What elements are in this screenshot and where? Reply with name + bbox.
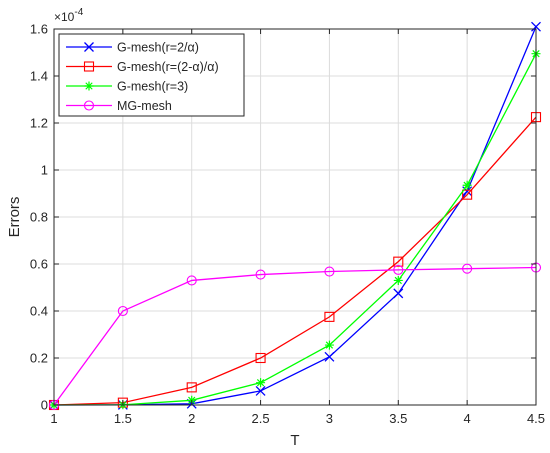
data-point-square <box>393 256 404 267</box>
data-point-circle <box>83 100 95 111</box>
data-point-star <box>84 81 94 91</box>
series-line <box>53 266 537 406</box>
data-point-x <box>393 288 404 299</box>
tick-labels: 1 1.5 2 2.5 3 3.5 4 4.5 0 0.2 0.4 0.6 0.8 1 1.2 1.4 1.6 <box>30 22 545 427</box>
y-tick-label: 0.8 <box>30 210 48 225</box>
x-tick-label: 1 <box>50 411 57 426</box>
data-point-square <box>83 61 95 72</box>
legend-entry: MG-mesh <box>66 99 172 113</box>
data-point-circle <box>255 269 266 280</box>
data-point-circle <box>462 263 473 274</box>
x-tick-label: 4.5 <box>527 411 545 426</box>
series-4 <box>48 262 542 411</box>
data-point-x <box>84 42 94 52</box>
data-point-circle <box>324 266 335 277</box>
ticks <box>53 28 537 406</box>
data-point-star <box>393 275 403 285</box>
y-tick-label: 1.4 <box>30 69 48 84</box>
legend-entry: G-mesh(r=(2-α)/α) <box>66 60 219 74</box>
y-tick-label: 0.6 <box>30 257 48 272</box>
x-tick-label: 3 <box>326 411 333 426</box>
legend-entry: G-mesh(r=2/α) <box>66 41 199 55</box>
x-axis-label: T <box>290 432 299 449</box>
data-point-square <box>324 311 335 322</box>
y-tick-label: 0.2 <box>30 351 48 366</box>
legend-label: G-mesh(r=(2-α)/α) <box>117 60 219 74</box>
legend-label: G-mesh(r=3) <box>117 80 188 94</box>
x-tick-label: 4 <box>464 411 471 426</box>
y-exponent-label: ×10-4 <box>54 7 84 24</box>
data-point-circle <box>186 275 197 286</box>
y-tick-label: 1.2 <box>30 116 48 131</box>
legend-label: MG-mesh <box>117 99 172 113</box>
y-tick-label: 1 <box>41 163 48 178</box>
x-tick-label: 3.5 <box>389 411 407 426</box>
y-tick-label: 1.6 <box>30 22 48 37</box>
data-point-circle <box>393 264 404 275</box>
data-point-circle <box>117 305 128 317</box>
data-point-square <box>462 189 473 200</box>
legend-entry: G-mesh(r=3) <box>66 80 188 94</box>
grid <box>54 29 536 405</box>
data-point-star <box>462 180 472 190</box>
data-point-x <box>324 351 335 362</box>
series-line <box>53 116 537 406</box>
x-tick-label: 1.5 <box>114 411 132 426</box>
x-tick-label: 2.5 <box>252 411 270 426</box>
legend-label: G-mesh(r=2/α) <box>117 41 199 55</box>
y-tick-label: 0.4 <box>30 304 48 319</box>
data-point-x <box>255 385 266 396</box>
series-line <box>53 53 537 406</box>
data-point-star <box>256 378 266 388</box>
legend: G-mesh(r=2/α) G-mesh(r=(2-α)/α) G-mesh(r=3… <box>58 33 245 117</box>
x-tick-label: 2 <box>188 411 195 426</box>
y-tick-label: 0 <box>41 398 48 413</box>
data-point-square <box>255 352 266 364</box>
data-point-square <box>186 382 197 393</box>
y-exponent-power: -4 <box>74 7 83 18</box>
data-point-star <box>324 340 334 350</box>
y-axis-label: Errors <box>6 197 23 238</box>
data-point-x <box>531 21 541 32</box>
